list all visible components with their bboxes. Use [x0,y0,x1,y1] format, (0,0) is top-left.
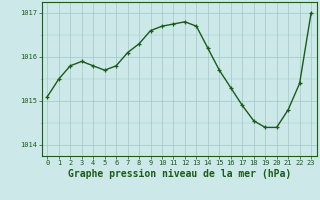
X-axis label: Graphe pression niveau de la mer (hPa): Graphe pression niveau de la mer (hPa) [68,169,291,179]
